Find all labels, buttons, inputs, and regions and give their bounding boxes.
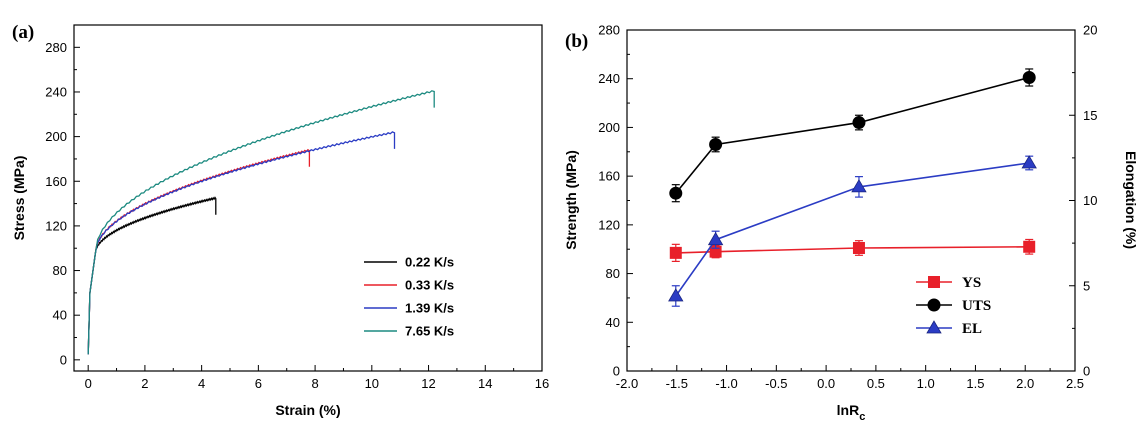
- panel-a-x-tick-label: 2: [141, 376, 148, 391]
- panel-a-x-tick-label: 16: [535, 376, 549, 391]
- panel-b-right-tick-label: 10: [1083, 193, 1097, 208]
- panel-b-left-tick-label: 200: [598, 120, 620, 135]
- panel-b-legend-marker-ys: [928, 276, 940, 288]
- panel-b-series-line-ys: [675, 246, 1030, 254]
- panel-b-x-tick-label: -0.5: [765, 376, 787, 391]
- panel-b-x-tick-label: -1.0: [715, 376, 737, 391]
- panel-b-point-el: [668, 288, 684, 302]
- panel-b-left-tick-label: 160: [598, 169, 620, 184]
- panel-a-y-axis-title: Stress (MPa): [11, 156, 27, 241]
- panel-b-left-tick-label: 80: [606, 266, 620, 281]
- panel-a-y-tick-label: 280: [45, 40, 67, 55]
- panel-b-point-ys: [852, 241, 865, 254]
- panel-b-frame: [626, 29, 1076, 372]
- panel-b-x-tick-label: 0.0: [817, 376, 835, 391]
- panel-a-legend-label-1: 0.22 K/s: [405, 255, 454, 270]
- panel-a-x-tick-label: 4: [198, 376, 205, 391]
- panel-b-x-axis-title-main: lnR: [837, 402, 860, 418]
- panel-b-point-uts: [669, 186, 683, 200]
- panel-a-curve-series-4: [87, 90, 435, 355]
- panel-b-point-uts: [1022, 70, 1036, 84]
- panel-b-ticks: -2.0 -1.5 -1.0 -0.5 0.0 0.5 1.0 1.5 2.0 2.5040801…: [598, 23, 1097, 392]
- panel-b-left-tick-label: 240: [598, 71, 620, 86]
- panel-a-y-tick-label: 200: [45, 129, 67, 144]
- panel-b-left-tick-label: 120: [598, 217, 620, 232]
- panel-a-y-tick-label: 40: [53, 308, 67, 323]
- panel-b-point-el: [1021, 155, 1037, 169]
- panel-a-frame: [73, 24, 543, 372]
- panel-b-point-el: [851, 179, 867, 193]
- panel-b-left-tick-label: 280: [598, 23, 620, 38]
- panel-b-point-uts: [852, 116, 866, 130]
- panel-a-y-tick-label: 240: [45, 84, 67, 99]
- panel-a-curve-series-2: [87, 148, 311, 355]
- panel-a-x-tick-label: 8: [311, 376, 318, 391]
- panel-a-x-tick-label: 0: [85, 376, 92, 391]
- panel-b-legend-marker-el: [926, 320, 942, 334]
- panel-b-right-axis-title: Elongation (%): [1123, 151, 1139, 249]
- panel-b-series-line-el: [675, 162, 1030, 297]
- panel-b-legend-label-uts: UTS: [962, 298, 991, 314]
- panel-b-x-tick-label: 0.5: [867, 376, 885, 391]
- panel-b-point-uts: [709, 137, 723, 151]
- panel-b-x-axis-title: lnRc: [837, 402, 866, 423]
- panel-b-x-tick-label: 2.5: [1066, 376, 1084, 391]
- panel-a-y-tick-label: 160: [45, 174, 67, 189]
- panel-b-left-tick-label: 40: [606, 315, 620, 330]
- panel-a-x-tick-label: 14: [478, 376, 492, 391]
- panel-a-curve-series-3: [87, 131, 396, 355]
- panel-b-label: (b): [565, 31, 588, 52]
- panel-a-y-tick-label: 0: [60, 352, 67, 367]
- panel-b-x-tick-label: 1.0: [917, 376, 935, 391]
- panel-b-point-ys: [1023, 240, 1036, 253]
- panel-b-right-tick-label: 5: [1083, 278, 1090, 293]
- panel-b-right-tick-label: 15: [1083, 108, 1097, 123]
- panel-b-x-tick-label: 2.0: [1016, 376, 1034, 391]
- panel-b-legend: YS UTS EL: [916, 275, 991, 337]
- panel-b-series: [668, 68, 1037, 307]
- panel-a-x-tick-label: 6: [255, 376, 262, 391]
- panel-b: (b) -2.0 -1.5 -1.0 -0.5 0.0 0.5 1.0 1.5 2.0 2.504…: [563, 23, 1139, 424]
- panel-a-legend-label-4: 7.65 K/s: [405, 324, 454, 339]
- panel-b-x-tick-label: 1.5: [966, 376, 984, 391]
- panel-b-legend-label-ys: YS: [962, 275, 981, 291]
- panel-b-left-axis-title: Strength (MPa): [563, 150, 579, 250]
- panel-b-x-tick-label: -1.5: [666, 376, 688, 391]
- panel-a-x-axis-title: Strain (%): [275, 402, 340, 418]
- panel-b-legend-marker-uts: [927, 298, 941, 312]
- panel-b-right-tick-label: 0: [1083, 364, 1090, 379]
- panel-b-legend-label-el: EL: [962, 321, 982, 337]
- panel-a-legend-label-2: 0.33 K/s: [405, 278, 454, 293]
- panel-b-right-tick-label: 20: [1083, 23, 1097, 38]
- panel-a-legend: 0.22 K/s 0.33 K/s 1.39 K/s 7.65 K/s: [364, 255, 454, 339]
- panel-a-label: (a): [12, 22, 34, 43]
- panel-a-y-tick-label: 120: [45, 218, 67, 233]
- panel-a-curve-series-1: [87, 196, 217, 355]
- panel-b-series-line-uts: [675, 76, 1030, 194]
- panel-b-point-el: [707, 231, 724, 246]
- panel-b-x-axis-title-sub: c: [859, 411, 865, 423]
- panel-b-left-tick-label: 0: [613, 364, 620, 379]
- panel-a-y-tick-label: 80: [53, 263, 67, 278]
- panel-b-point-ys: [669, 246, 682, 259]
- panel-a-x-tick-label: 12: [421, 376, 435, 391]
- panel-b-x-tick-label: -2.0: [616, 376, 638, 391]
- panel-a-legend-label-3: 1.39 K/s: [405, 301, 454, 316]
- panel-a-x-tick-label: 10: [365, 376, 379, 391]
- panel-a-curves: [87, 90, 435, 355]
